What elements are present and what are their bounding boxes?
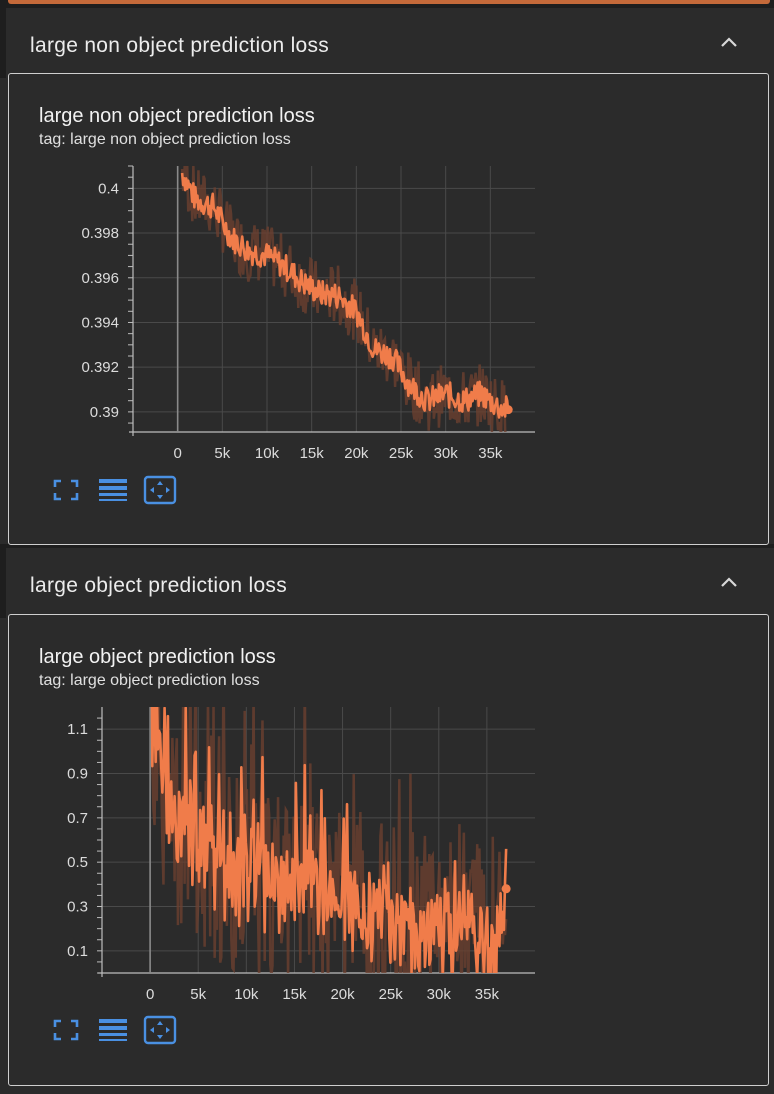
y-tick-label: 0.4 bbox=[98, 180, 119, 197]
y-tick-label: 0.39 bbox=[90, 404, 119, 421]
series-smoothed-line[interactable] bbox=[150, 615, 508, 990]
section-large-object-loss: large object prediction loss large objec… bbox=[0, 548, 774, 1094]
previous-card-edge bbox=[8, 0, 770, 4]
y-tick-label: 0.3 bbox=[67, 899, 88, 916]
x-tick-label: 30k bbox=[427, 986, 452, 1003]
x-tick-label: 25k bbox=[379, 986, 404, 1003]
list-icon[interactable] bbox=[96, 475, 130, 505]
y-tick-label: 0.396 bbox=[81, 270, 119, 287]
chart-card: large non object prediction loss tag: la… bbox=[8, 73, 769, 545]
y-tick-label: 0.392 bbox=[81, 359, 119, 376]
section-title: large non object prediction loss bbox=[30, 34, 330, 57]
x-tick-label: 35k bbox=[475, 986, 500, 1003]
x-tick-label: 15k bbox=[282, 986, 307, 1003]
x-tick-label: 20k bbox=[344, 445, 369, 462]
last-point-marker[interactable] bbox=[503, 405, 513, 415]
expand-icon[interactable] bbox=[49, 1015, 83, 1045]
y-tick-label: 0.1 bbox=[67, 943, 88, 960]
chevron-up-icon[interactable] bbox=[720, 576, 738, 588]
y-tick-label: 0.394 bbox=[81, 314, 119, 331]
x-tick-label: 30k bbox=[434, 445, 459, 462]
section-header[interactable]: large object prediction loss bbox=[0, 548, 774, 618]
y-tick-label: 0.7 bbox=[67, 810, 88, 827]
series-group bbox=[150, 615, 508, 990]
x-tick-label: 20k bbox=[330, 986, 355, 1003]
card-title: large object prediction loss bbox=[39, 646, 276, 668]
x-tick-label: 25k bbox=[389, 445, 414, 462]
x-tick-label: 5k bbox=[214, 445, 230, 462]
chevron-up-icon[interactable] bbox=[720, 36, 738, 48]
card-title: large non object prediction loss bbox=[39, 105, 315, 127]
fit-domain-icon[interactable] bbox=[143, 475, 177, 505]
section-large-non-object-loss: large non object prediction loss large n… bbox=[0, 8, 774, 545]
x-tick-label: 15k bbox=[300, 445, 325, 462]
y-tick-label: 0.9 bbox=[67, 766, 88, 783]
series-group bbox=[180, 166, 510, 432]
last-point-marker[interactable] bbox=[501, 884, 511, 894]
x-tick-label: 0 bbox=[173, 445, 181, 462]
section-header[interactable]: large non object prediction loss bbox=[0, 8, 774, 78]
card-tag: tag: large object prediction loss bbox=[39, 672, 260, 689]
series-raw-line bbox=[180, 166, 507, 432]
y-tick-label: 0.398 bbox=[81, 225, 119, 242]
line-chart[interactable]: 0 5k 10k 15k 20k 25k 30k 35k 0.39 0.392 0.394 0.396… bbox=[9, 74, 770, 546]
fit-domain-icon[interactable] bbox=[143, 1015, 177, 1045]
card-tag: tag: large non object prediction loss bbox=[39, 131, 291, 148]
section-title: large object prediction loss bbox=[30, 574, 288, 597]
y-tick-label: 0.5 bbox=[67, 854, 88, 871]
series-smoothed-line[interactable] bbox=[180, 172, 510, 419]
x-tick-label: 0 bbox=[146, 986, 154, 1003]
y-tick-label: 1.1 bbox=[67, 721, 88, 738]
x-tick-label: 5k bbox=[190, 986, 206, 1003]
expand-icon[interactable] bbox=[49, 475, 83, 505]
chart-card: large object prediction loss tag: large … bbox=[8, 614, 769, 1086]
list-icon[interactable] bbox=[96, 1015, 130, 1045]
x-tick-label: 10k bbox=[255, 445, 280, 462]
x-tick-label: 10k bbox=[234, 986, 259, 1003]
x-tick-label: 35k bbox=[478, 445, 503, 462]
line-chart[interactable]: 0 5k 10k 15k 20k 25k 30k 35k 0.1 0.3 0.5 0.7 0.9 1.1 bbox=[9, 615, 770, 1087]
